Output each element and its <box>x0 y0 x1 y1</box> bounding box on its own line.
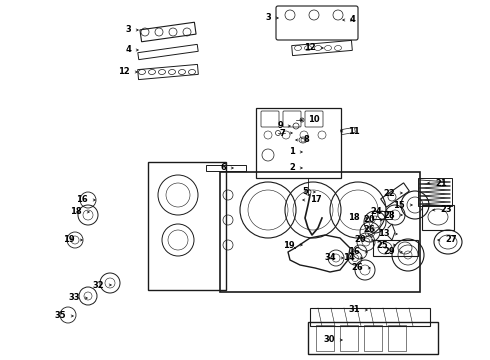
Text: 16: 16 <box>76 195 88 204</box>
Text: 35: 35 <box>54 311 66 320</box>
Bar <box>364 325 382 351</box>
Text: 4: 4 <box>350 15 356 24</box>
Bar <box>372 240 417 256</box>
Text: 28: 28 <box>383 211 395 220</box>
Text: 33: 33 <box>69 293 80 302</box>
Bar <box>372 211 392 219</box>
Text: 29: 29 <box>383 248 395 256</box>
Text: 3: 3 <box>125 26 131 35</box>
Text: 34: 34 <box>324 253 336 262</box>
Text: 24: 24 <box>370 207 382 216</box>
Text: 14: 14 <box>343 253 355 262</box>
Text: 19: 19 <box>283 240 295 249</box>
Text: 11: 11 <box>348 126 360 135</box>
Bar <box>138 64 198 80</box>
Text: 9: 9 <box>277 122 283 130</box>
Text: 12: 12 <box>118 68 130 77</box>
Bar <box>341 127 355 135</box>
Text: 26: 26 <box>363 225 375 234</box>
Bar <box>316 325 334 351</box>
Text: 5: 5 <box>302 188 308 197</box>
Text: 22: 22 <box>383 189 395 198</box>
Text: 32: 32 <box>93 280 104 289</box>
Text: 21: 21 <box>435 179 447 188</box>
Bar <box>256 108 341 178</box>
Text: 2: 2 <box>289 163 295 172</box>
Bar <box>138 44 198 60</box>
Text: 27: 27 <box>445 235 457 244</box>
Bar <box>388 325 406 351</box>
Text: 25: 25 <box>376 240 388 249</box>
Bar <box>206 165 246 171</box>
Text: 20: 20 <box>354 235 366 244</box>
Text: 31: 31 <box>348 306 360 315</box>
Text: 26: 26 <box>351 264 363 273</box>
Bar <box>148 162 226 290</box>
Text: 4: 4 <box>125 45 131 54</box>
Bar <box>292 40 352 55</box>
Text: 18: 18 <box>348 213 360 222</box>
Text: 23: 23 <box>440 206 452 215</box>
Text: 18: 18 <box>71 207 82 216</box>
Text: 19: 19 <box>63 235 75 244</box>
Bar <box>418 178 452 206</box>
Text: 16: 16 <box>348 248 360 256</box>
Bar <box>140 22 196 42</box>
Text: 13: 13 <box>378 230 390 238</box>
Text: 10: 10 <box>308 116 319 125</box>
Bar <box>220 172 420 292</box>
Bar <box>310 308 430 326</box>
Text: 6: 6 <box>220 163 226 172</box>
Text: 17: 17 <box>310 195 321 204</box>
Text: 3: 3 <box>265 13 271 22</box>
Text: 15: 15 <box>393 201 405 210</box>
Text: 20: 20 <box>364 216 375 225</box>
Bar <box>340 325 358 351</box>
Bar <box>308 322 438 354</box>
Text: 8: 8 <box>303 135 309 144</box>
Bar <box>422 205 454 230</box>
Text: 1: 1 <box>289 148 295 157</box>
Text: 30: 30 <box>323 336 335 345</box>
Text: 7: 7 <box>279 129 285 138</box>
Text: 12: 12 <box>304 44 316 53</box>
Bar <box>381 183 409 207</box>
